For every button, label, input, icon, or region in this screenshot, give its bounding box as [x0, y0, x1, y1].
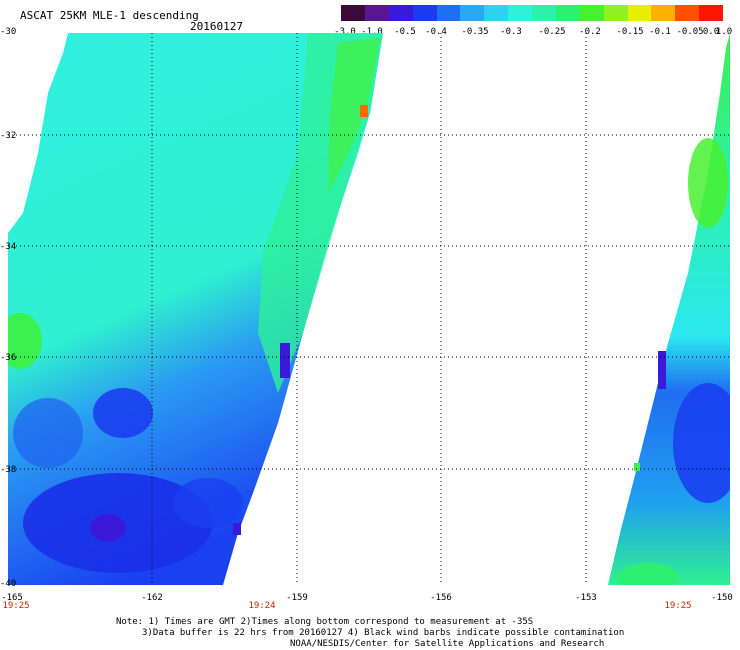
- product-date: 20160127: [190, 20, 243, 33]
- color-scale-segment: [675, 5, 700, 21]
- color-scale-label: -0.5: [394, 27, 416, 37]
- color-scale-label: -3.0: [334, 27, 356, 37]
- latitude-label: -40: [0, 579, 17, 589]
- color-scale-segment: [460, 5, 485, 21]
- color-scale-label: -0.1: [649, 27, 671, 37]
- color-scale-segment: [555, 5, 580, 21]
- longitude-label: -162: [141, 593, 163, 603]
- longitude-label: -150: [711, 593, 733, 603]
- longitude-label: -159: [286, 593, 308, 603]
- color-scale-segment: [603, 5, 628, 21]
- time-label: 19:24: [248, 601, 276, 611]
- color-scale-segment: [627, 5, 652, 21]
- color-scale-label: -0.35: [461, 27, 489, 37]
- color-scale-bar: [341, 5, 723, 21]
- latitude-label: -36: [0, 353, 17, 363]
- color-scale-segment: [651, 5, 676, 21]
- color-scale-segment: [508, 5, 532, 21]
- swath-map: [8, 33, 730, 585]
- longitude-label: -153: [575, 593, 597, 603]
- color-scale-label: 1.0: [715, 27, 733, 37]
- color-scale-segment: [579, 5, 604, 21]
- color-scale-segment: [341, 5, 365, 21]
- color-scale-label: -0.25: [538, 27, 566, 37]
- color-scale-label: 0.0: [702, 27, 720, 37]
- longitude-label: -156: [430, 593, 452, 603]
- color-scale-label: -0.2: [579, 27, 601, 37]
- color-scale-label: -0.3: [500, 27, 522, 37]
- color-scale-segment: [532, 5, 556, 21]
- color-scale-segment: [484, 5, 509, 21]
- product-title: ASCAT 25KM MLE-1 descending: [20, 9, 199, 22]
- color-scale-segment: [699, 5, 723, 21]
- left-swath: [8, 33, 383, 585]
- color-scale-segment: [388, 5, 413, 21]
- color-scale-label: -0.15: [616, 27, 644, 37]
- latitude-label: -30: [0, 27, 17, 37]
- right-swath: [608, 33, 730, 585]
- latitude-label: -38: [0, 465, 17, 475]
- time-label: 19:25: [664, 601, 692, 611]
- color-scale-segment: [364, 5, 389, 21]
- color-scale-label: -0.05: [676, 27, 704, 37]
- time-label: 19:25: [2, 601, 30, 611]
- note-line-1: Note: 1) Times are GMT 2)Times along bot…: [116, 617, 534, 627]
- note-line-2: 3)Data buffer is 22 hrs from 20160127 4)…: [142, 628, 625, 638]
- lat-lon-grid: [8, 33, 730, 585]
- color-scale-label: -1.0: [361, 27, 383, 37]
- latitude-label: -32: [0, 131, 17, 141]
- note-line-3: NOAA/NESDIS/Center for Satellite Applica…: [290, 639, 605, 649]
- longitude-label: -165: [1, 593, 23, 603]
- color-scale-label: -0.4: [425, 27, 447, 37]
- color-scale-segment: [436, 5, 461, 21]
- color-scale-segment: [412, 5, 437, 21]
- latitude-label: -34: [0, 242, 17, 252]
